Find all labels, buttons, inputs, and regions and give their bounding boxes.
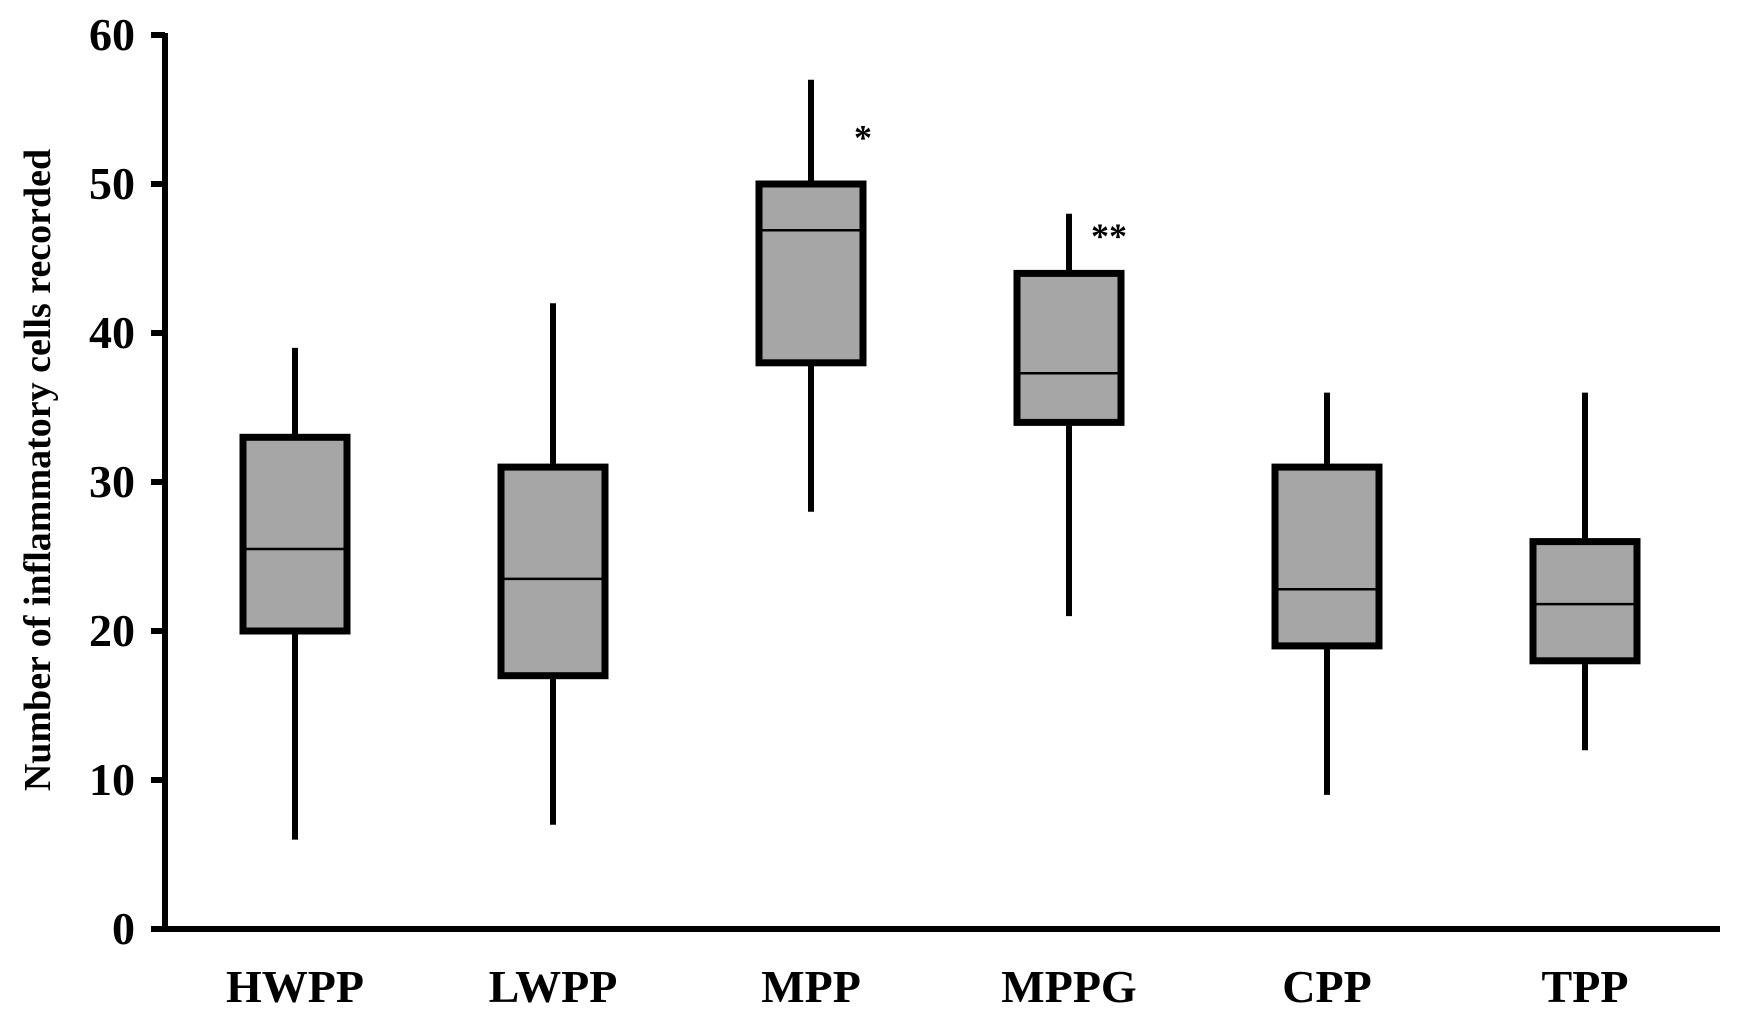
y-tick-label: 30 (89, 456, 135, 507)
x-category-label: MPPG (1001, 961, 1136, 1012)
significance-marker: ** (1091, 216, 1127, 256)
x-category-label: MPP (761, 961, 861, 1012)
x-labels-layer: HWPP LWPP MPP MPPG CPP TPP (226, 961, 1628, 1012)
iqr-box (1271, 463, 1383, 650)
iqr-box (1013, 269, 1125, 426)
x-category-label: HWPP (226, 961, 364, 1012)
box-group-cpp (1271, 392, 1383, 795)
box-group-tpp (1529, 392, 1641, 751)
y-tick-label: 0 (112, 903, 135, 954)
y-tick-label: 10 (89, 754, 135, 805)
x-category-label: CPP (1282, 961, 1371, 1012)
iqr-box (755, 180, 867, 367)
y-tick-label: 40 (89, 307, 135, 358)
box-group-lwpp (497, 303, 609, 825)
box-group-mppg: ** (1013, 213, 1127, 617)
y-tick-label: 50 (89, 158, 135, 209)
significance-marker: * (854, 118, 872, 158)
iqr-box (497, 463, 609, 680)
box-group-hwpp (239, 347, 351, 840)
y-tick-label: 60 (89, 9, 135, 60)
box-group-mpp: * (755, 79, 872, 512)
iqr-box (1529, 538, 1641, 665)
x-category-label: LWPP (489, 961, 618, 1012)
x-category-label: TPP (1542, 961, 1629, 1012)
y-tick-label: 20 (89, 605, 135, 656)
axes-layer (162, 33, 1720, 932)
y-axis-title: Number of inflammatory cells recorded (17, 149, 59, 791)
boxes-layer: *** (239, 79, 1641, 840)
y-ticks-layer: 0 10 20 30 40 50 60 (89, 9, 165, 954)
iqr-box (239, 433, 351, 635)
